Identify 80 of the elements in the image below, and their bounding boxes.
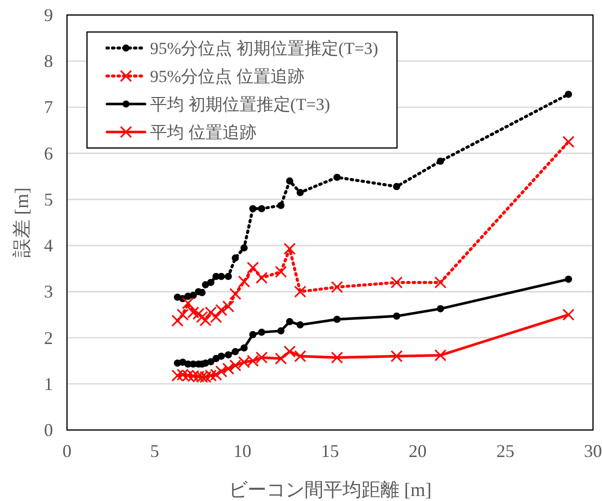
point — [436, 158, 444, 165]
y-tick-label: 2 — [44, 328, 53, 348]
point — [171, 314, 184, 327]
point — [240, 344, 248, 352]
point — [222, 300, 234, 312]
point — [294, 286, 306, 298]
y-tick-label: 3 — [44, 282, 53, 302]
point — [296, 321, 304, 328]
point — [330, 281, 344, 294]
point — [393, 182, 400, 190]
x-tick-label: 5 — [150, 441, 160, 461]
point — [238, 275, 250, 288]
legend-label: 平均 位置追跡 — [150, 123, 256, 142]
x-axis-title: ビーコン間平均距離 [m] — [228, 480, 432, 501]
point — [222, 362, 234, 375]
point — [246, 262, 259, 274]
point — [333, 316, 341, 323]
y-tick-label: 1 — [44, 374, 53, 394]
point — [229, 359, 242, 372]
y-axis-title: 誤差 [m] — [12, 187, 33, 258]
point — [240, 244, 248, 252]
y-tick-label: 7 — [44, 97, 53, 118]
x-tick-label: 20 — [408, 441, 427, 461]
point — [277, 202, 285, 210]
y-tick-label: 0 — [44, 420, 53, 440]
point — [218, 352, 225, 360]
point — [258, 205, 266, 212]
point — [296, 188, 304, 196]
x-tick-label: 10 — [233, 441, 252, 461]
point — [256, 352, 268, 364]
y-tick-label: 9 — [44, 5, 53, 25]
point — [286, 318, 294, 326]
x-tick-label: 0 — [62, 441, 72, 461]
point — [212, 354, 220, 362]
point — [390, 350, 403, 362]
point — [294, 350, 306, 362]
point — [333, 174, 341, 181]
point — [286, 177, 294, 185]
point — [207, 358, 214, 366]
point — [190, 292, 197, 299]
point — [562, 308, 575, 321]
x-tick-label: 15 — [321, 441, 339, 461]
point — [232, 254, 239, 262]
point — [434, 276, 447, 288]
point — [274, 352, 287, 365]
point — [277, 327, 285, 334]
y-tick-label: 8 — [44, 51, 53, 72]
point — [198, 288, 206, 296]
y-tick-label: 4 — [44, 236, 53, 256]
legend-label: 95%分位点 位置追跡 — [150, 67, 304, 86]
point — [284, 346, 296, 358]
point — [249, 205, 256, 212]
y-tick-label: 6 — [44, 143, 53, 164]
point — [224, 272, 232, 280]
point — [436, 305, 444, 312]
x-tick-label: 30 — [584, 441, 602, 461]
point — [218, 272, 225, 280]
point — [390, 276, 403, 288]
point — [182, 297, 194, 310]
x-tick-label: 25 — [496, 441, 514, 461]
point — [256, 272, 268, 284]
point — [274, 266, 287, 278]
point — [215, 365, 228, 378]
point — [202, 281, 210, 288]
point — [564, 276, 572, 283]
point — [330, 352, 344, 364]
point — [224, 351, 232, 358]
y-tick-label: 5 — [44, 189, 53, 210]
point — [393, 312, 400, 320]
point — [249, 330, 256, 338]
point — [229, 288, 242, 300]
point — [232, 348, 239, 356]
point — [284, 242, 296, 255]
legend-label: 95%分位点 初期位置推定(T=3) — [150, 39, 378, 58]
point — [564, 90, 572, 98]
legend-label: 平均 初期位置推定(T=3) — [150, 95, 330, 114]
point — [562, 136, 575, 148]
point — [258, 328, 266, 336]
point — [207, 278, 214, 286]
point — [434, 349, 447, 362]
